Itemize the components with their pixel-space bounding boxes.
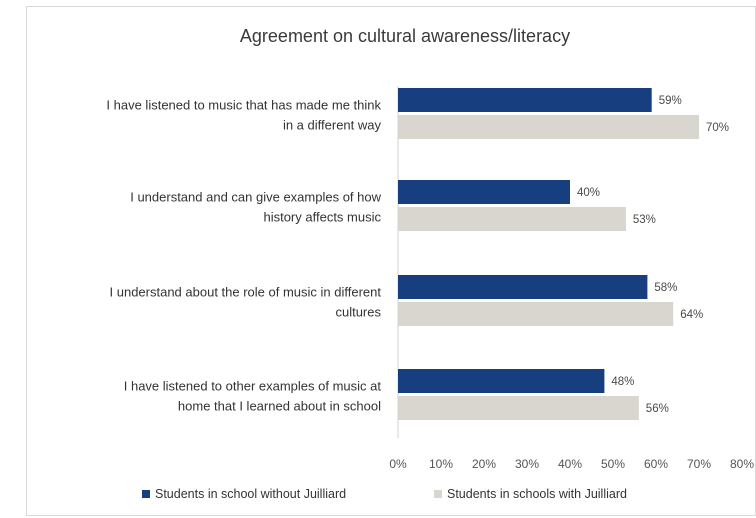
- x-tick-label: 10%: [429, 457, 453, 471]
- data-label: 56%: [646, 403, 669, 415]
- legend-swatch-without-juilliard: [142, 490, 150, 498]
- bar-without-juilliard-4: [398, 369, 605, 393]
- x-tick-label: 50%: [601, 457, 625, 471]
- category-label: I have listened to other examples of mus…: [124, 379, 382, 394]
- x-tick-label: 40%: [558, 457, 582, 471]
- bar-without-juilliard-2: [398, 180, 570, 204]
- legend-swatch-with-juilliard: [434, 490, 442, 498]
- x-tick-label: 60%: [644, 457, 668, 471]
- category-label: I have listened to music that has made m…: [106, 98, 381, 113]
- data-label: 64%: [680, 309, 703, 321]
- legend-label: Students in school without Juilliard: [155, 487, 346, 501]
- x-axis-ticks: 0% 10% 20% 30% 40% 50% 60% 70% 80%: [389, 457, 754, 471]
- category-label: I understand about the role of music in …: [110, 285, 382, 300]
- bar-with-juilliard-4: [398, 396, 639, 420]
- bars-group: 59% 70% 40% 53% 58% 64% 48% 56%: [398, 88, 729, 420]
- data-label: 70%: [706, 122, 729, 134]
- bar-with-juilliard-1: [398, 115, 699, 139]
- data-label: 59%: [659, 95, 682, 107]
- data-label: 48%: [611, 376, 634, 388]
- category-label: cultures: [335, 305, 381, 320]
- category-label: home that I learned about in school: [178, 399, 381, 414]
- bar-without-juilliard-1: [398, 88, 652, 112]
- data-label: 53%: [633, 214, 656, 226]
- category-label: history affects music: [263, 210, 381, 225]
- category-label: in a different way: [283, 118, 382, 133]
- bar-with-juilliard-3: [398, 302, 674, 326]
- x-tick-label: 20%: [472, 457, 496, 471]
- data-label: 58%: [654, 282, 677, 294]
- x-tick-label: 80%: [730, 457, 754, 471]
- chart-title: Agreement on cultural awareness/literacy: [240, 26, 570, 46]
- category-labels: I have listened to music that has made m…: [106, 98, 381, 414]
- category-label: I understand and can give examples of ho…: [130, 190, 381, 205]
- x-tick-label: 30%: [515, 457, 539, 471]
- bar-with-juilliard-2: [398, 207, 626, 231]
- legend: Students in school without Juilliard Stud…: [142, 487, 627, 501]
- x-tick-label: 0%: [389, 457, 407, 471]
- legend-label: Students in schools with Juilliard: [447, 487, 627, 501]
- data-label: 40%: [577, 187, 600, 199]
- x-tick-label: 70%: [687, 457, 711, 471]
- bar-without-juilliard-3: [398, 275, 648, 299]
